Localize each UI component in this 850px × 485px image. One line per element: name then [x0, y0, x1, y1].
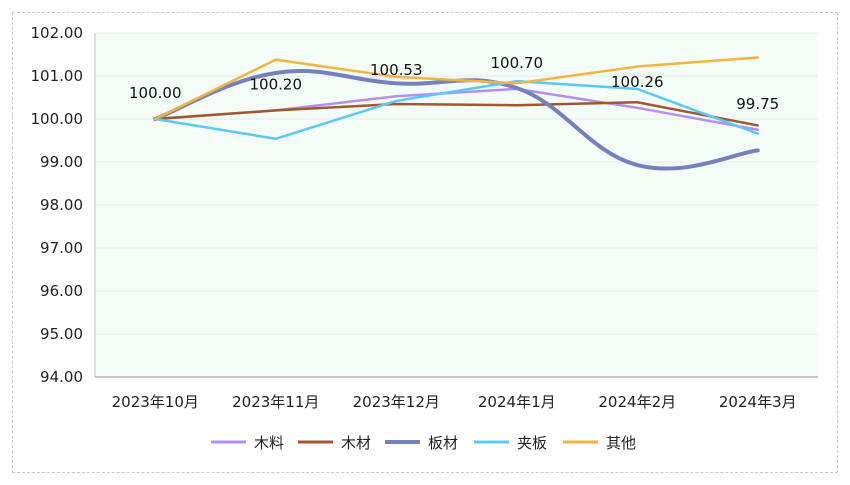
data-label: 100.70: [491, 54, 544, 72]
series-line-3: [154, 79, 759, 141]
x-axis-ticks: 2023年10月 2023年11月 2023年12月 2024年1月 2024年2月 20…: [112, 393, 797, 411]
y-tick-label: 94.00: [40, 368, 83, 386]
y-tick-label: 96.00: [40, 282, 83, 300]
legend-label-1: 木材: [341, 434, 371, 452]
y-tick-label: 95.00: [40, 325, 83, 343]
y-axis-ticks: 94.00 95.00 96.00 97.00 98.00 99.00 100.00 101.…: [31, 24, 84, 386]
series-line-1: [154, 100, 759, 127]
legend-label-2: 板材: [428, 434, 458, 452]
data-label: 99.75: [736, 95, 779, 113]
series-line-4: [154, 56, 759, 121]
series-lines: [153, 56, 760, 171]
data-label: 100.20: [250, 75, 303, 93]
legend-label-0: 木料: [254, 434, 284, 452]
x-tick-label: 2024年1月: [478, 393, 556, 411]
x-tick-label: 2024年2月: [598, 393, 676, 411]
data-label: 100.26: [611, 73, 664, 91]
x-tick-label: 2023年10月: [112, 393, 199, 411]
y-tick-label: 101.00: [31, 67, 84, 85]
y-tick-label: 97.00: [40, 239, 83, 257]
y-tick-label: 102.00: [31, 24, 84, 42]
y-tick-label: 100.00: [31, 110, 84, 128]
legend-label-4: 其他: [606, 434, 636, 452]
x-tick-label: 2023年11月: [232, 393, 319, 411]
legend: 木料 木材 板材 夹板 其他: [211, 434, 636, 452]
data-label: 100.53: [370, 61, 423, 79]
x-tick-label: 2024年3月: [719, 393, 797, 411]
y-tick-label: 98.00: [40, 196, 83, 214]
legend-label-3: 夹板: [517, 434, 547, 452]
data-label: 100.00: [129, 84, 182, 102]
data-labels: 100.00 100.20 100.53 100.70 100.26 99.75: [129, 54, 779, 113]
axes: [94, 33, 818, 378]
y-tick-label: 99.00: [40, 153, 83, 171]
x-tick-label: 2023年12月: [353, 393, 440, 411]
